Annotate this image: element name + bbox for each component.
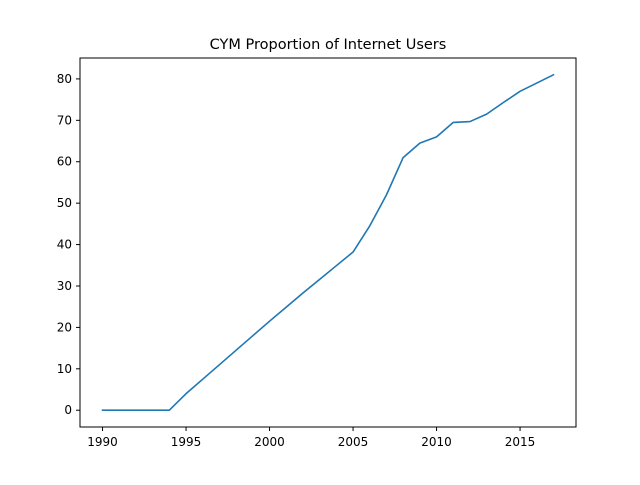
x-tick-label-2005: 2005 — [338, 435, 369, 449]
x-tick-label-1995: 1995 — [171, 435, 202, 449]
x-tick-label-2010: 2010 — [421, 435, 452, 449]
y-tick-label-50: 50 — [57, 196, 72, 210]
series-line-0 — [101, 73, 555, 412]
chart-title: CYM Proportion of Internet Users — [210, 37, 447, 53]
axes-frame — [79, 57, 577, 428]
y-tick-label-60: 60 — [57, 155, 72, 169]
x-tick-label-1990: 1990 — [87, 435, 118, 449]
y-tick-label-0: 0 — [64, 403, 72, 417]
y-tick-label-80: 80 — [57, 72, 72, 86]
y-tick-label-20: 20 — [57, 320, 72, 334]
x-tick-label-2015: 2015 — [505, 435, 536, 449]
y-tick-label-70: 70 — [57, 113, 72, 127]
y-tick-label-40: 40 — [57, 238, 72, 252]
x-tick-label-2000: 2000 — [254, 435, 285, 449]
y-tick-label-30: 30 — [57, 279, 72, 293]
y-tick-label-10: 10 — [57, 362, 72, 376]
plot-area: 1990 1995 2000 2005 2010 2015 0 10 20 30 40 50 60 70 8… — [57, 72, 555, 449]
